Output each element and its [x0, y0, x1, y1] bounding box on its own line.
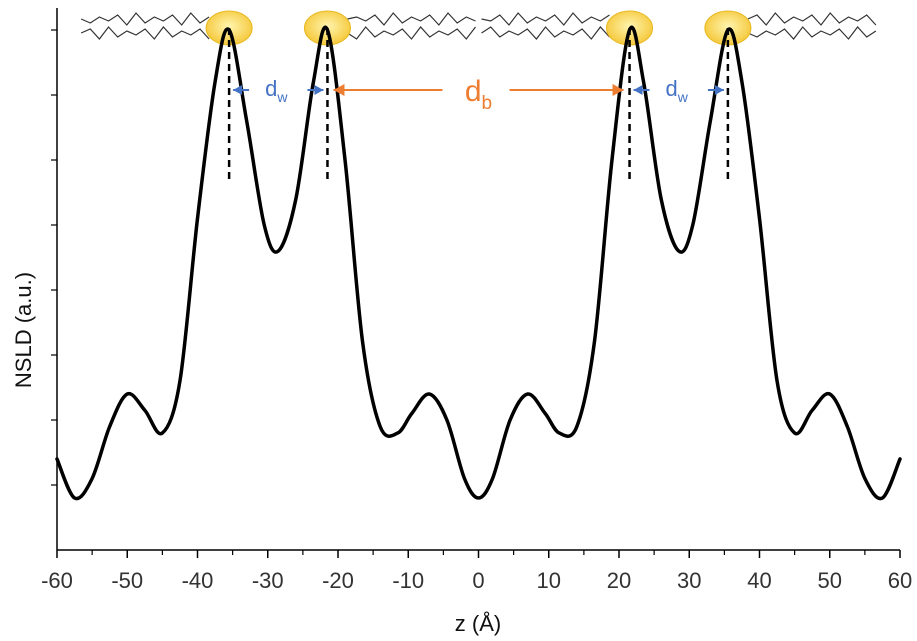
x-tick-label: -40: [182, 568, 214, 593]
x-tick-label: 50: [818, 568, 842, 593]
x-tick-labels: -60 -50 -40 -30 -20 -10 0 10 20 30 40 50 60: [41, 568, 912, 593]
lipid-tail: [481, 12, 610, 26]
lipid-tail: [80, 26, 210, 40]
dw-right-label-sub: w: [677, 89, 689, 105]
db-arrow-right-head: [612, 84, 624, 96]
db-label-main: d: [465, 75, 482, 108]
dw-left-label-main: d: [265, 76, 277, 101]
lipid-tail: [747, 12, 877, 26]
x-tick-label: 10: [537, 568, 561, 593]
x-tick-label: 30: [677, 568, 701, 593]
lipid-tail: [80, 12, 210, 26]
dw-left-label: dw: [265, 76, 288, 105]
x-tick-label: 40: [747, 568, 771, 593]
lipid-tail: [347, 26, 476, 40]
dw-right-label: dw: [666, 76, 689, 105]
dw-right-arrow2-head: [714, 85, 724, 95]
x-ticks: [56, 550, 901, 558]
y-ticks: [51, 29, 57, 486]
y-axis-title: NSLD (a.u.): [11, 272, 36, 388]
x-tick-label: 20: [607, 568, 631, 593]
lipid-tail: [747, 26, 877, 40]
lipid-tail: [347, 12, 476, 26]
db-label: db: [465, 75, 492, 114]
lipid-schematic: [80, 10, 877, 46]
db-arrow-left-head: [333, 84, 345, 96]
x-tick-label: 0: [472, 568, 484, 593]
db-label-sub: b: [482, 93, 493, 114]
x-axis-title: z (Å): [455, 611, 501, 636]
x-tick-label: 60: [888, 568, 912, 593]
peak-markers: [227, 28, 730, 184]
x-tick-label: -60: [41, 568, 73, 593]
dw-left-label-sub: w: [276, 89, 288, 105]
x-tick-label: -50: [111, 568, 143, 593]
dw-left-arrow-head: [233, 85, 243, 95]
nsld-curve: [55, 25, 902, 501]
lipid-tail: [481, 26, 610, 40]
x-tick-label: -30: [252, 568, 284, 593]
x-tick-label: -10: [392, 568, 424, 593]
dw-right-arrow-head: [633, 85, 643, 95]
dw-left-arrow2-head: [314, 85, 324, 95]
dw-right-label-main: d: [666, 76, 678, 101]
x-tick-label: -20: [322, 568, 354, 593]
